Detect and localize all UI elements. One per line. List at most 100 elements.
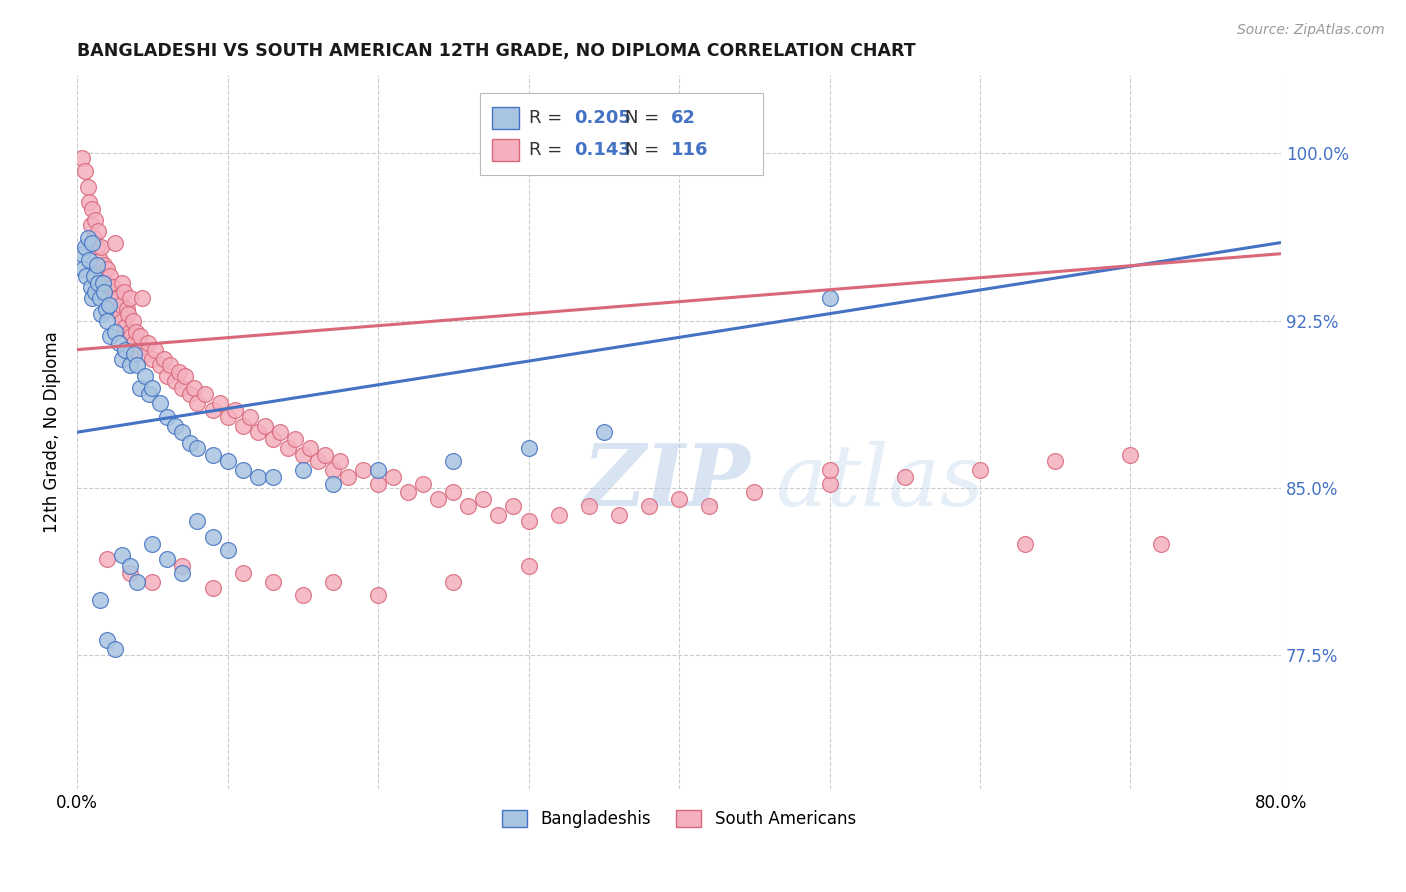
Point <box>141 351 163 366</box>
Text: 0.205: 0.205 <box>574 109 631 127</box>
Point <box>82 235 104 250</box>
Point <box>307 454 329 468</box>
Point <box>143 343 166 357</box>
Point <box>138 387 160 401</box>
Point <box>174 369 197 384</box>
Point <box>107 291 129 305</box>
Point <box>118 358 141 372</box>
Point <box>94 302 117 317</box>
Point <box>111 351 134 366</box>
Point <box>163 374 186 388</box>
Point <box>97 298 120 312</box>
Point <box>329 454 352 468</box>
Point <box>472 492 495 507</box>
Point <box>90 240 112 254</box>
Point <box>322 463 344 477</box>
Point <box>352 463 374 477</box>
Point <box>186 396 208 410</box>
Point <box>156 552 179 566</box>
Point <box>457 499 479 513</box>
Text: R =: R = <box>529 109 568 127</box>
Point <box>83 268 105 283</box>
Point <box>129 329 152 343</box>
Point <box>136 335 159 350</box>
Point <box>156 409 179 424</box>
Point <box>314 448 336 462</box>
Point <box>697 499 720 513</box>
Point <box>412 476 434 491</box>
Point <box>194 387 217 401</box>
Point <box>84 285 107 299</box>
Point <box>232 418 254 433</box>
Point <box>108 335 131 350</box>
Point <box>291 463 314 477</box>
Legend: Bangladeshis, South Americans: Bangladeshis, South Americans <box>495 803 862 834</box>
FancyBboxPatch shape <box>481 93 763 175</box>
Point <box>96 632 118 647</box>
Text: atlas: atlas <box>775 441 984 524</box>
Point <box>86 258 108 272</box>
Point <box>291 588 314 602</box>
Point <box>149 396 172 410</box>
Point <box>969 463 991 477</box>
Point <box>141 574 163 589</box>
Point <box>84 213 107 227</box>
Point <box>201 448 224 462</box>
Point <box>111 276 134 290</box>
Point <box>441 574 464 589</box>
Point <box>427 492 450 507</box>
Point <box>517 559 540 574</box>
Point <box>382 470 405 484</box>
Point <box>246 425 269 440</box>
Point <box>118 559 141 574</box>
Text: 116: 116 <box>671 141 709 159</box>
Point <box>336 470 359 484</box>
Point <box>441 454 464 468</box>
Point <box>114 320 136 334</box>
Point <box>517 441 540 455</box>
Point <box>367 588 389 602</box>
Point <box>105 302 128 317</box>
Point <box>172 425 194 440</box>
Point <box>517 515 540 529</box>
Point <box>72 262 94 277</box>
Point <box>239 409 262 424</box>
Point <box>607 508 630 522</box>
Point <box>96 262 118 277</box>
Point <box>149 358 172 372</box>
Point <box>103 280 125 294</box>
Point <box>818 463 841 477</box>
Text: BANGLADESHI VS SOUTH AMERICAN 12TH GRADE, NO DIPLOMA CORRELATION CHART: BANGLADESHI VS SOUTH AMERICAN 12TH GRADE… <box>77 42 915 60</box>
Point <box>141 381 163 395</box>
Point <box>322 476 344 491</box>
Point <box>179 436 201 450</box>
Point <box>159 358 181 372</box>
Point <box>291 448 314 462</box>
Point <box>299 441 322 455</box>
Point <box>89 253 111 268</box>
Text: 0.143: 0.143 <box>574 141 631 159</box>
Point <box>1014 537 1036 551</box>
Text: ZIP: ZIP <box>582 441 751 524</box>
Point <box>127 574 149 589</box>
Point <box>217 454 239 468</box>
Point <box>89 592 111 607</box>
Point <box>1045 454 1067 468</box>
Point <box>104 235 127 250</box>
Point <box>201 530 224 544</box>
Point <box>125 325 148 339</box>
Point <box>134 369 156 384</box>
Point <box>578 499 600 513</box>
Point <box>262 574 284 589</box>
Point <box>169 365 191 379</box>
Point <box>70 151 93 165</box>
Point <box>367 463 389 477</box>
Point <box>172 559 194 574</box>
Point <box>112 285 135 299</box>
Point <box>96 313 118 327</box>
Point <box>79 218 101 232</box>
Point <box>124 335 146 350</box>
Point <box>367 476 389 491</box>
Point <box>86 240 108 254</box>
Point <box>277 441 299 455</box>
